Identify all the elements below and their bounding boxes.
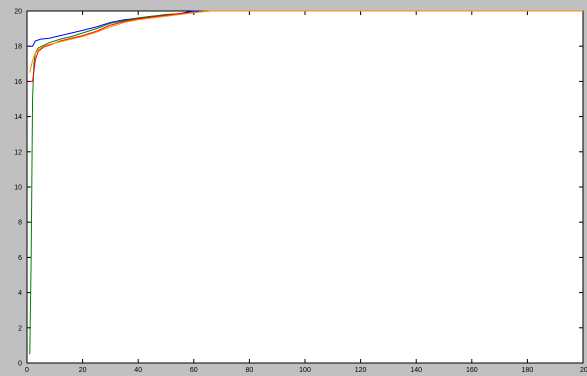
y-tick-label: 12 (14, 149, 22, 156)
y-tick-label: 8 (18, 220, 22, 227)
x-tick-label: 200 (580, 367, 587, 374)
y-tick-label: 6 (18, 255, 22, 262)
x-tick-label: 60 (190, 367, 198, 374)
x-tick-label: 40 (134, 367, 142, 374)
y-tick-label: 10 (14, 185, 22, 192)
x-tick-label: 120 (355, 367, 367, 374)
x-tick-label: 100 (299, 367, 311, 374)
x-tick-label: 20 (79, 367, 87, 374)
y-tick-label: 4 (18, 290, 22, 297)
y-tick-label: 18 (14, 44, 22, 51)
y-tick-label: 16 (14, 79, 22, 86)
x-tick-label: 140 (410, 367, 422, 374)
x-tick-label: 180 (522, 367, 534, 374)
x-tick-label: 160 (466, 367, 478, 374)
axis-ticks: 0 20 40 60 80 100 120 140 160 180 200 0 2 4 6 8 10 12 14 16… (14, 9, 587, 375)
x-tick-label: 80 (246, 367, 254, 374)
y-tick-label: 14 (14, 114, 22, 121)
series-line-4 (29, 10, 583, 73)
y-tick-label: 2 (18, 325, 22, 332)
y-tick-label: 0 (18, 361, 22, 368)
y-tick-label: 20 (14, 9, 22, 16)
series-lines (29, 10, 583, 355)
x-tick-label: 0 (25, 367, 29, 374)
plot-area (26, 10, 584, 364)
series-line-3 (29, 10, 583, 82)
